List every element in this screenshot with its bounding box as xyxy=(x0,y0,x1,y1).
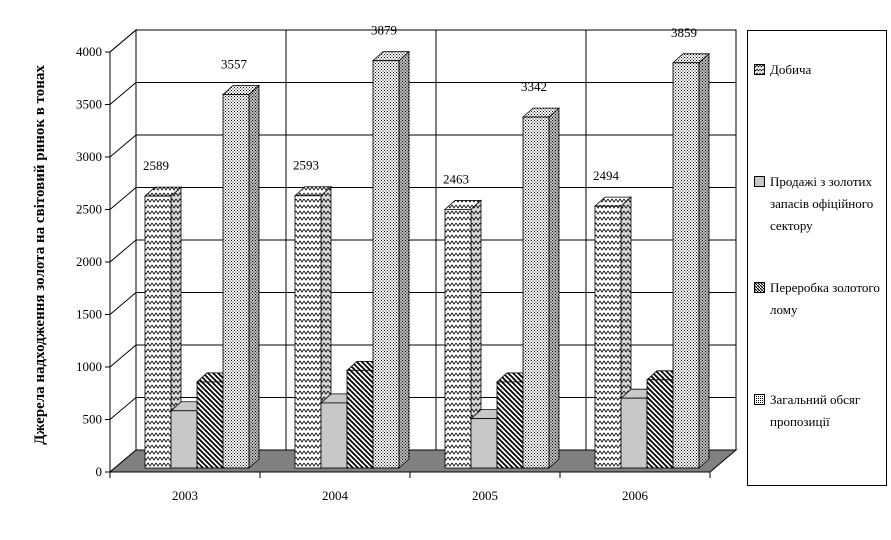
bar xyxy=(646,379,674,469)
data-label: 2494 xyxy=(593,168,620,183)
bar xyxy=(222,94,250,469)
y-tick-label: 1000 xyxy=(76,359,102,374)
bar xyxy=(346,369,374,469)
y-tick-label: 4000 xyxy=(76,44,102,59)
legend-item: Переробка золотого лому xyxy=(754,277,884,321)
legend-swatch xyxy=(754,282,765,293)
bar-side xyxy=(548,107,560,469)
legend-label: Переробка золотого лому xyxy=(770,280,880,317)
legend-label: Продажі з золотих запасів офіційного сек… xyxy=(770,174,874,233)
legend-item: Продажі з золотих запасів офіційного сек… xyxy=(754,171,884,237)
bar-side xyxy=(698,52,710,469)
gridline xyxy=(109,29,736,53)
bar xyxy=(672,62,700,469)
data-label: 3342 xyxy=(521,79,547,94)
data-label: 3879 xyxy=(371,23,397,38)
data-label: 3557 xyxy=(221,57,248,72)
data-label: 2593 xyxy=(293,158,319,173)
bar xyxy=(196,381,224,469)
legend: Добича Продажі з золотих запасів офіційно… xyxy=(747,30,887,486)
bar xyxy=(620,397,648,469)
bar xyxy=(470,418,498,469)
x-tick-label: 2003 xyxy=(172,488,198,503)
data-label: 3859 xyxy=(671,25,697,40)
bar xyxy=(522,116,550,469)
bar xyxy=(170,410,198,469)
legend-item: Загальний обсяг пропозиції xyxy=(754,389,884,433)
legend-label: Загальний обсяг пропозиції xyxy=(770,392,861,429)
y-tick-label: 2500 xyxy=(76,202,102,217)
data-label: 2589 xyxy=(143,158,169,173)
legend-swatch xyxy=(754,176,765,187)
y-tick-label: 500 xyxy=(83,412,103,427)
gridline xyxy=(109,82,736,105)
bar xyxy=(594,205,622,469)
x-tick-label: 2006 xyxy=(622,488,649,503)
legend-swatch xyxy=(754,394,765,405)
y-tick-label: 3000 xyxy=(76,149,102,164)
axes: 2003 2004 2005 2006 0 500 1000 1500 2000 2500 3000… xyxy=(76,44,711,503)
bar xyxy=(444,208,472,469)
y-tick-label: 2000 xyxy=(76,254,102,269)
bar xyxy=(372,60,400,469)
y-tick-label: 3500 xyxy=(76,97,102,112)
bar xyxy=(320,402,348,469)
y-axis-title: Джерела надходження золота на світовий р… xyxy=(32,65,48,445)
legend-swatch xyxy=(754,64,765,75)
bar-side xyxy=(398,50,410,469)
bar xyxy=(294,195,322,469)
y-tick-label: 1500 xyxy=(76,307,102,322)
y-tick-label: 0 xyxy=(96,464,103,479)
bar-side xyxy=(248,84,260,469)
bars xyxy=(143,50,711,469)
bar xyxy=(496,381,524,469)
legend-item: Добича xyxy=(754,59,884,81)
x-tick-label: 2005 xyxy=(472,488,498,503)
bar xyxy=(144,195,172,469)
legend-label: Добича xyxy=(770,62,812,77)
data-labels: 2589 3557 2593 3879 2463 3342 2494 3859 xyxy=(143,23,697,187)
x-tick-label: 2004 xyxy=(322,488,349,503)
data-label: 2463 xyxy=(443,171,469,186)
